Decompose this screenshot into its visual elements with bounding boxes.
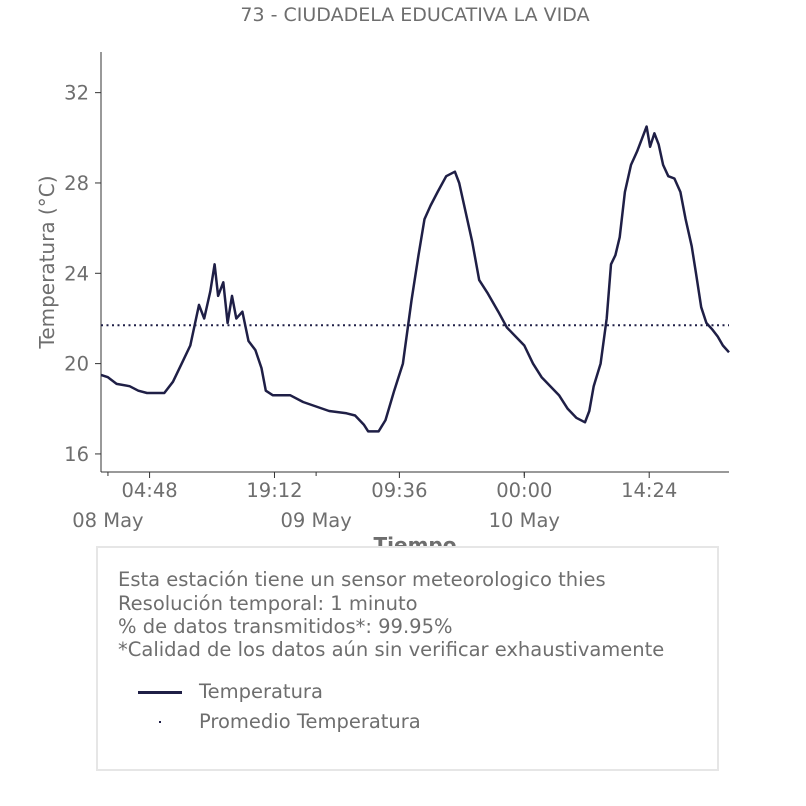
info-resolution: Resolución temporal: 1 minuto xyxy=(118,592,418,615)
x-tick-label: 14:24 xyxy=(621,479,677,502)
info-transmitted: % de datos transmitidos*: 99.95% xyxy=(118,615,453,638)
info-box: Esta estación tiene un sensor meteorolog… xyxy=(96,546,719,771)
info-sensor: Esta estación tiene un sensor meteorolog… xyxy=(118,568,606,591)
y-tick-label: 20 xyxy=(64,353,89,376)
x-date-label: 08 May xyxy=(72,509,143,532)
x-date-label: 09 May xyxy=(280,509,351,532)
x-axis-label: Tiempo xyxy=(374,533,457,546)
x-tick-label: 00:00 xyxy=(496,479,552,502)
y-tick-label: 16 xyxy=(64,443,89,466)
y-tick-label: 32 xyxy=(64,82,89,105)
legend-dot-icon xyxy=(159,721,161,723)
temperature-series-line xyxy=(100,125,730,433)
y-tick-label: 24 xyxy=(64,262,89,285)
y-axis-label: Temperatura (°C) xyxy=(35,175,59,349)
legend-label: Promedio Temperatura xyxy=(199,710,421,733)
legend-label: Temperatura xyxy=(199,680,323,703)
x-tick-label: 19:12 xyxy=(246,479,302,502)
x-tick-label: 09:36 xyxy=(371,479,427,502)
x-date-label: 10 May xyxy=(489,509,560,532)
info-quality-note: *Calidad de los datos aún sin verificar … xyxy=(118,638,665,661)
y-tick-label: 28 xyxy=(64,172,89,195)
temperature-chart: 73 - CIUDADELA EDUCATIVA LA VIDA Tempera… xyxy=(35,4,730,546)
x-tick-label: 04:48 xyxy=(121,479,177,502)
legend-solid-line-icon xyxy=(138,691,182,694)
chart-title: 73 - CIUDADELA EDUCATIVA LA VIDA xyxy=(240,4,589,26)
